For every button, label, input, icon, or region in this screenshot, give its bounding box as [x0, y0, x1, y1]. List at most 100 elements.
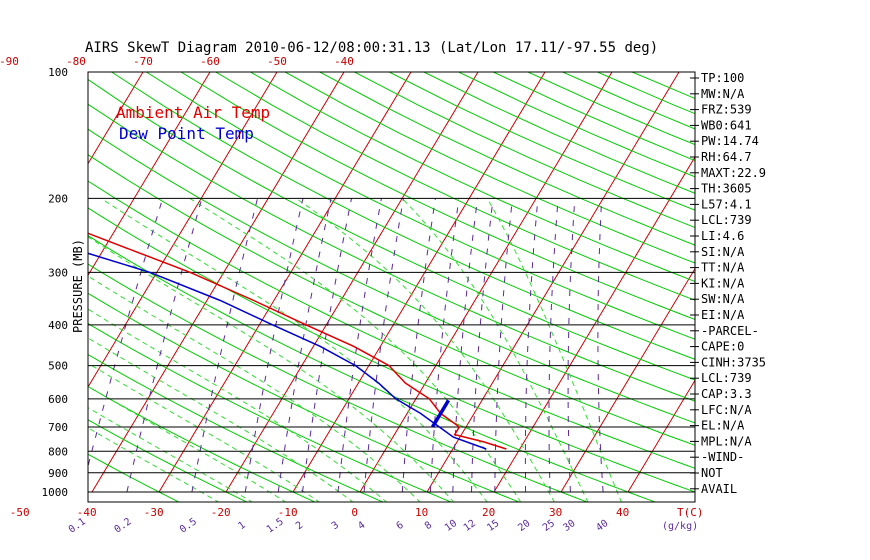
- mixing-ratio-line: [401, 198, 436, 493]
- top-temp-tick-label: -50: [267, 55, 287, 68]
- index-item: -PARCEL-: [701, 324, 759, 338]
- mixing-ratio-label: 40: [594, 518, 610, 534]
- mixing-ratio-label: 4: [356, 520, 367, 532]
- mixing-unit-label: (g/kg): [662, 521, 698, 532]
- moist-adiabat-line: [189, 197, 522, 502]
- mixing-ratio-line: [429, 198, 460, 493]
- top-temp-tick-label: -40: [334, 55, 354, 68]
- bottom-temp-tick-label: 40: [616, 506, 629, 519]
- pressure-tick-label: 200: [48, 192, 68, 205]
- index-item: RH:64.7: [701, 150, 752, 164]
- pressure-tick-label: 600: [48, 393, 68, 406]
- mixing-ratio-line: [567, 198, 576, 493]
- index-item: LCL:739: [701, 213, 752, 227]
- legend-dew-point-temp: Dew Point Temp: [119, 124, 254, 143]
- mixing-ratio-label: 15: [485, 518, 501, 534]
- dry-adiabat-line: [458, 72, 695, 178]
- bottom-temp-tick-label: 30: [549, 506, 562, 519]
- dry-adiabat-line: [527, 72, 695, 146]
- mixing-ratio-label: 30: [561, 518, 577, 534]
- dry-adiabat-line: [88, 103, 695, 402]
- isotherm-line: [762, 72, 870, 492]
- bottom-temp-tick-label: -40: [77, 506, 97, 519]
- top-temp-tick-label: -90: [0, 55, 19, 68]
- index-item: FRZ:539: [701, 103, 752, 117]
- dry-adiabat-line: [319, 72, 695, 246]
- mixing-ratio-label: 0.5: [178, 516, 199, 535]
- mixing-ratio-label: 0.1: [67, 516, 88, 535]
- bottom-temp-tick-label: 10: [415, 506, 428, 519]
- dew-point-line: [88, 252, 487, 450]
- sounding-series: [0, 152, 507, 450]
- moist-adiabat-line: [295, 197, 555, 502]
- dry-adiabat-line: [88, 180, 695, 469]
- chart-title: AIRS SkewT Diagram 2010-06-12/08:00:31.1…: [85, 40, 658, 56]
- moist-adiabat-line: [88, 236, 455, 502]
- isotherm-line: [88, 72, 211, 277]
- bottom-temp-tick-label: -10: [278, 506, 298, 519]
- isotherm-line: [88, 72, 278, 388]
- top-temp-tick-label: -70: [133, 55, 153, 68]
- mixing-ratio-label: 1: [236, 520, 247, 532]
- moist-adiabat-line: [88, 407, 254, 502]
- dry-adiabat-line: [388, 72, 695, 211]
- index-item: -WIND-: [701, 450, 744, 464]
- mixing-ratio-label: 20: [516, 518, 532, 534]
- dry-adiabat-line: [111, 72, 695, 360]
- moist-adiabat-line: [486, 198, 622, 502]
- index-item: TT:N/A: [701, 261, 745, 275]
- pressure-tick-label: 300: [48, 266, 68, 279]
- isotherm-line: [359, 72, 613, 493]
- mixing-ratio-label: 6: [395, 520, 406, 532]
- index-item: KI:N/A: [701, 276, 745, 290]
- index-item: CINH:3735: [701, 355, 766, 369]
- bottom-temp-tick-label: 20: [482, 506, 495, 519]
- dry-adiabat-line: [146, 72, 695, 340]
- pressure-tick-label: 400: [48, 319, 68, 332]
- x-axis-unit-label: T(C): [677, 506, 704, 519]
- moist-adiabat-line: [100, 197, 488, 502]
- mixing-ratio-label: 25: [541, 518, 557, 534]
- mixing-ratio-line: [337, 198, 382, 493]
- mixing-ratio-labels: 0.1 0.2 0.5 1 1.5 2 3 4 6 8 10 12 15 20 25 30 40: [67, 516, 611, 535]
- index-item: LI:4.6: [701, 229, 744, 243]
- index-item: L57:4.1: [701, 197, 752, 211]
- index-item: SW:N/A: [701, 292, 745, 306]
- bottom-temp-tick-label: -30: [144, 506, 164, 519]
- mixing-ratio-label: 0.2: [113, 516, 134, 535]
- isotherm-line: [560, 267, 695, 493]
- moist-adiabat-line: [401, 198, 589, 502]
- mixing-ratio-line: [494, 198, 513, 493]
- isotherm-line: [292, 72, 546, 493]
- top-temp-tick-label: -80: [66, 55, 86, 68]
- dry-adiabat-line: [88, 128, 695, 424]
- moist-adiabat-line: [88, 337, 354, 502]
- index-item: EI:N/A: [701, 308, 745, 322]
- legend-ambient-temp: Ambient Air Temp: [116, 103, 270, 122]
- highlight-segment: [0, 152, 21, 198]
- mixing-ratio-label: 3: [330, 520, 341, 532]
- index-item: CAP:3.3: [701, 387, 752, 401]
- index-item: MPL:N/A: [701, 434, 752, 448]
- index-item: MW:N/A: [701, 87, 745, 101]
- isotherm-line: [225, 72, 479, 493]
- moist-adiabat-line: [88, 275, 421, 502]
- dry-adiabat-line: [88, 78, 695, 381]
- isotherm-line: [0, 72, 9, 492]
- moist-adiabat-line: [88, 362, 321, 502]
- bottom-temp-tick-label: -50: [10, 506, 30, 519]
- mixing-ratio-label: 12: [462, 518, 478, 534]
- pressure-tick-label: 1000: [42, 486, 69, 499]
- pressure-tick-label: 900: [48, 467, 68, 480]
- isotherm-line: [627, 379, 695, 493]
- mixing-ratio-line: [244, 198, 304, 493]
- mixing-ratio-label: 10: [443, 518, 459, 534]
- moist-adiabat-line: [88, 308, 388, 502]
- mixing-ratio-label: 8: [423, 520, 434, 532]
- index-item: TP:100: [701, 71, 744, 85]
- mixing-ratio-line: [524, 198, 539, 493]
- index-item: TH:3605: [701, 182, 752, 196]
- mixing-ratio-line: [452, 198, 478, 493]
- pressure-tick-labels: 100 200 300 400 500 600 700 800 900 1000: [42, 66, 69, 499]
- dry-adiabat-line: [180, 72, 695, 321]
